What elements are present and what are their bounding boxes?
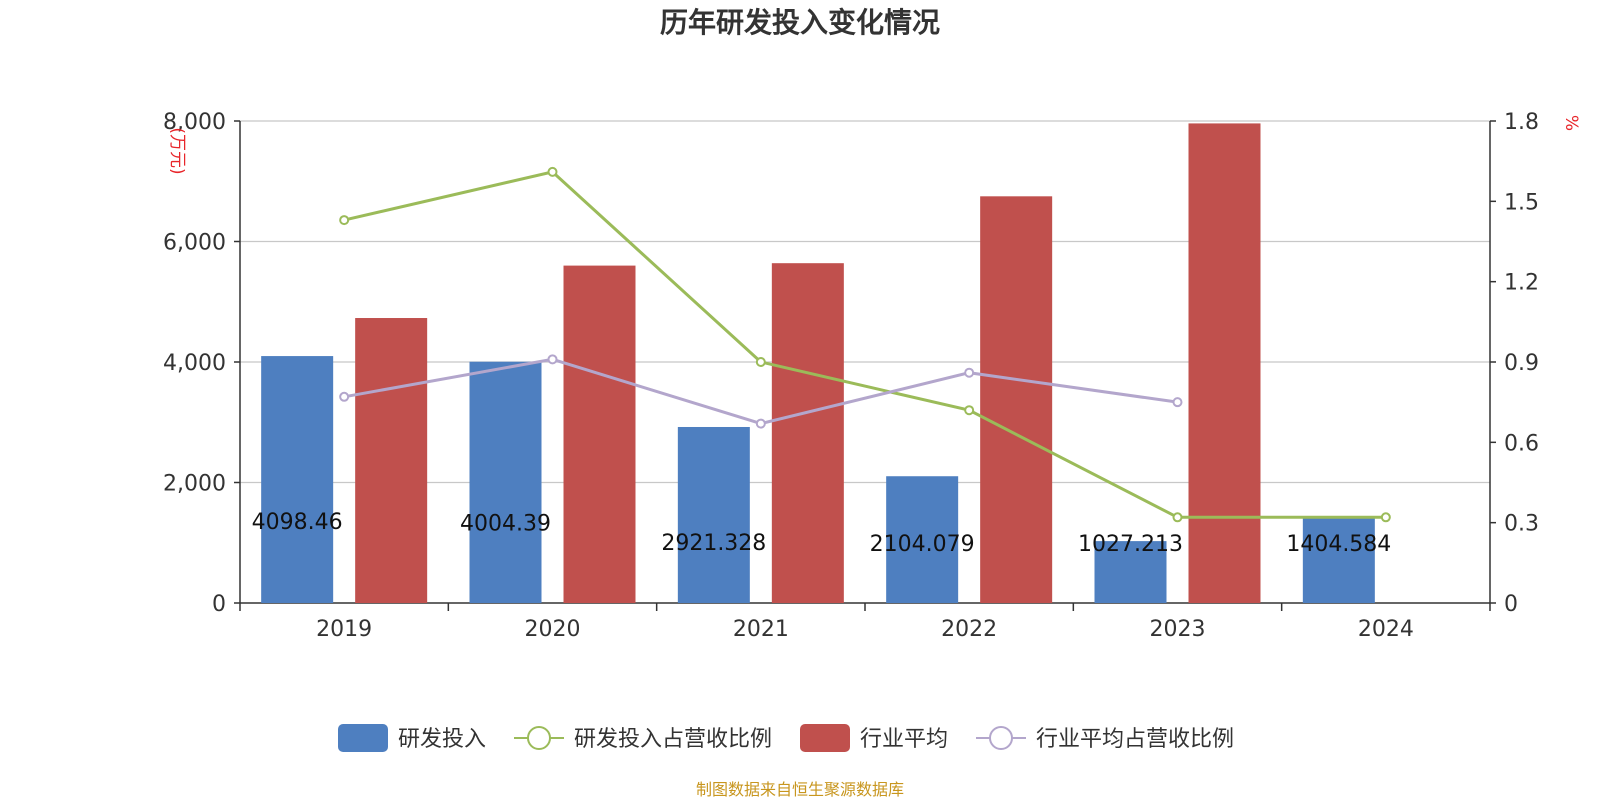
line-point (339, 391, 350, 402)
bar-value-label: 4098.46 (252, 510, 343, 535)
bar-industry-2019 (355, 318, 428, 603)
bar-rd-2020 (469, 361, 542, 603)
bars (261, 123, 1375, 603)
y-right-tick-label: 0.3 (1504, 512, 1539, 537)
bar-industry-2021 (771, 263, 844, 603)
legend-label: 研发投入占营收比例 (574, 727, 772, 752)
bar-value-label: 1404.584 (1286, 532, 1391, 557)
line-rd-ratio (343, 170, 1386, 519)
bar-rd-2022 (886, 476, 959, 603)
x-tick-label: 2021 (733, 617, 789, 642)
legend-label: 行业平均 (860, 727, 948, 752)
y-right-tick-label: 0.6 (1504, 431, 1539, 456)
legend: 研发投入 研发投入占营收比例 行业平均 行业平均占营收比例 (338, 724, 1234, 752)
legend-label: 行业平均占营收比例 (1036, 727, 1234, 752)
legend-item: 行业平均占营收比例 (976, 726, 1234, 752)
bar-rd-2019 (261, 356, 334, 603)
bar-rd-2023 (1094, 541, 1167, 603)
y-right-tick-label: 1.5 (1504, 190, 1539, 215)
legend-swatch (800, 724, 850, 752)
legend-label: 研发投入 (398, 727, 486, 752)
legend-item: 研发投入占营收比例 (514, 726, 772, 752)
line-point (1380, 512, 1391, 523)
legend-item: 行业平均 (800, 724, 948, 752)
line-point (964, 367, 975, 378)
grid (240, 120, 1490, 484)
x-tick-label: 2022 (941, 617, 997, 642)
line-point (339, 215, 350, 226)
line-point (547, 166, 558, 177)
bar-industry-2023 (1188, 123, 1261, 603)
bar-value-label: 1027.213 (1078, 532, 1183, 557)
y-right-unit: % (1561, 115, 1581, 131)
line-point (755, 418, 766, 429)
data-labels: 4098.46 4004.39 2921.328 2104.079 1027.213 14… (252, 510, 1392, 557)
y-left-tick-label: 8,000 (163, 110, 226, 135)
y-left-tick-label: 6,000 (163, 231, 226, 256)
legend-swatch (338, 724, 388, 752)
x-tick-label: 2023 (1150, 617, 1206, 642)
line-point (964, 405, 975, 416)
x-tick-label: 2020 (525, 617, 581, 642)
y-left-tick-label: 0 (212, 592, 226, 617)
y-right-tick-label: 0 (1504, 592, 1518, 617)
line-industry-ratio (343, 357, 1178, 426)
x-tick-label: 2019 (316, 617, 372, 642)
legend-marker (989, 726, 1013, 750)
line-point (1172, 397, 1183, 408)
source-note: 制图数据来自恒生聚源数据库 (696, 780, 904, 799)
line-point (755, 357, 766, 367)
line-point (547, 354, 558, 365)
y-right-tick-label: 1.8 (1504, 110, 1539, 135)
y-left-unit: (万元) (167, 127, 187, 174)
legend-marker (527, 726, 551, 750)
bar-value-label: 4004.39 (460, 512, 551, 537)
y-right-tick-label: 1.2 (1504, 271, 1539, 296)
bar-value-label: 2104.079 (870, 532, 975, 557)
bar-rd-2024 (1302, 518, 1375, 603)
bar-rd-2021 (677, 426, 750, 603)
lines (339, 166, 1391, 523)
axes: 0 2,000 4,000 6,000 8,000 0 0.3 0.6 0.9 1.2 1.5 1.8… (163, 110, 1581, 642)
bar-industry-2022 (980, 196, 1053, 603)
y-left-tick-label: 2,000 (163, 472, 226, 497)
y-right-tick-label: 0.9 (1504, 351, 1539, 376)
bar-industry-2020 (563, 265, 636, 603)
legend-item: 研发投入 (338, 724, 486, 752)
chart-title: 历年研发投入变化情况 (660, 6, 940, 39)
line-point (1172, 512, 1183, 523)
y-left-tick-label: 4,000 (163, 351, 226, 376)
x-tick-label: 2024 (1358, 617, 1414, 642)
bar-value-label: 2921.328 (661, 531, 766, 556)
